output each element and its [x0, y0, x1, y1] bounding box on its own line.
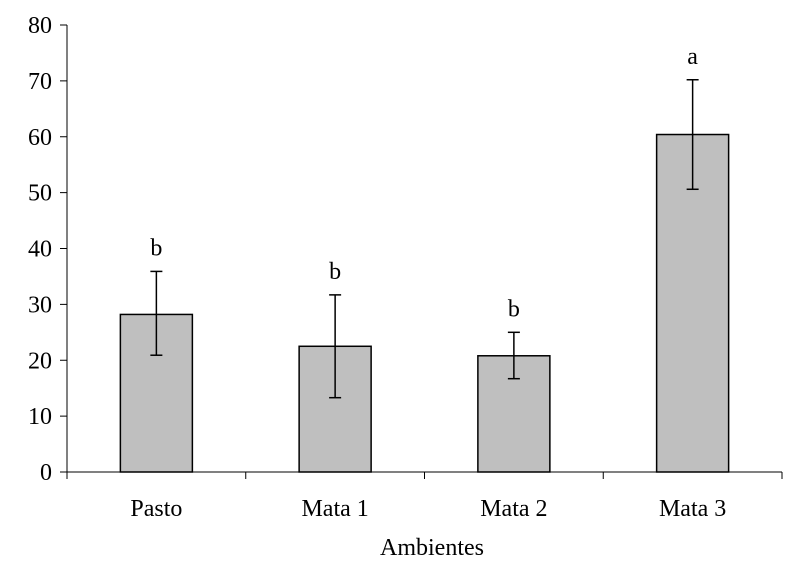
- y-tick-label: 40: [28, 237, 52, 263]
- x-category-label: Pasto: [130, 496, 182, 522]
- y-tick-label: 70: [28, 69, 52, 95]
- significance-letter: b: [329, 259, 341, 285]
- significance-labels: b b b a: [150, 44, 698, 323]
- axes: [66, 25, 783, 479]
- x-axis-title: Ambientes: [380, 535, 484, 561]
- y-tick-label: 80: [28, 13, 52, 39]
- y-tick-label: 0: [40, 460, 52, 486]
- y-axis-ticks: 0 10 20 30 40 50 60 70 80: [28, 13, 67, 486]
- y-tick-label: 60: [28, 125, 52, 151]
- y-tick-label: 50: [28, 181, 52, 207]
- error-bars: [150, 79, 699, 399]
- y-tick-label: 20: [28, 348, 52, 374]
- significance-letter: a: [687, 44, 698, 70]
- significance-letter: b: [150, 235, 162, 261]
- significance-letter: b: [508, 296, 520, 322]
- x-category-label: Mata 3: [659, 496, 726, 522]
- y-tick-label: 30: [28, 292, 52, 318]
- x-category-label: Mata 1: [301, 496, 368, 522]
- x-category-label: Mata 2: [480, 496, 547, 522]
- y-tick-label: 10: [28, 404, 52, 430]
- bars: [119, 133, 730, 473]
- x-axis-labels: Pasto Mata 1 Mata 2 Mata 3: [130, 496, 726, 522]
